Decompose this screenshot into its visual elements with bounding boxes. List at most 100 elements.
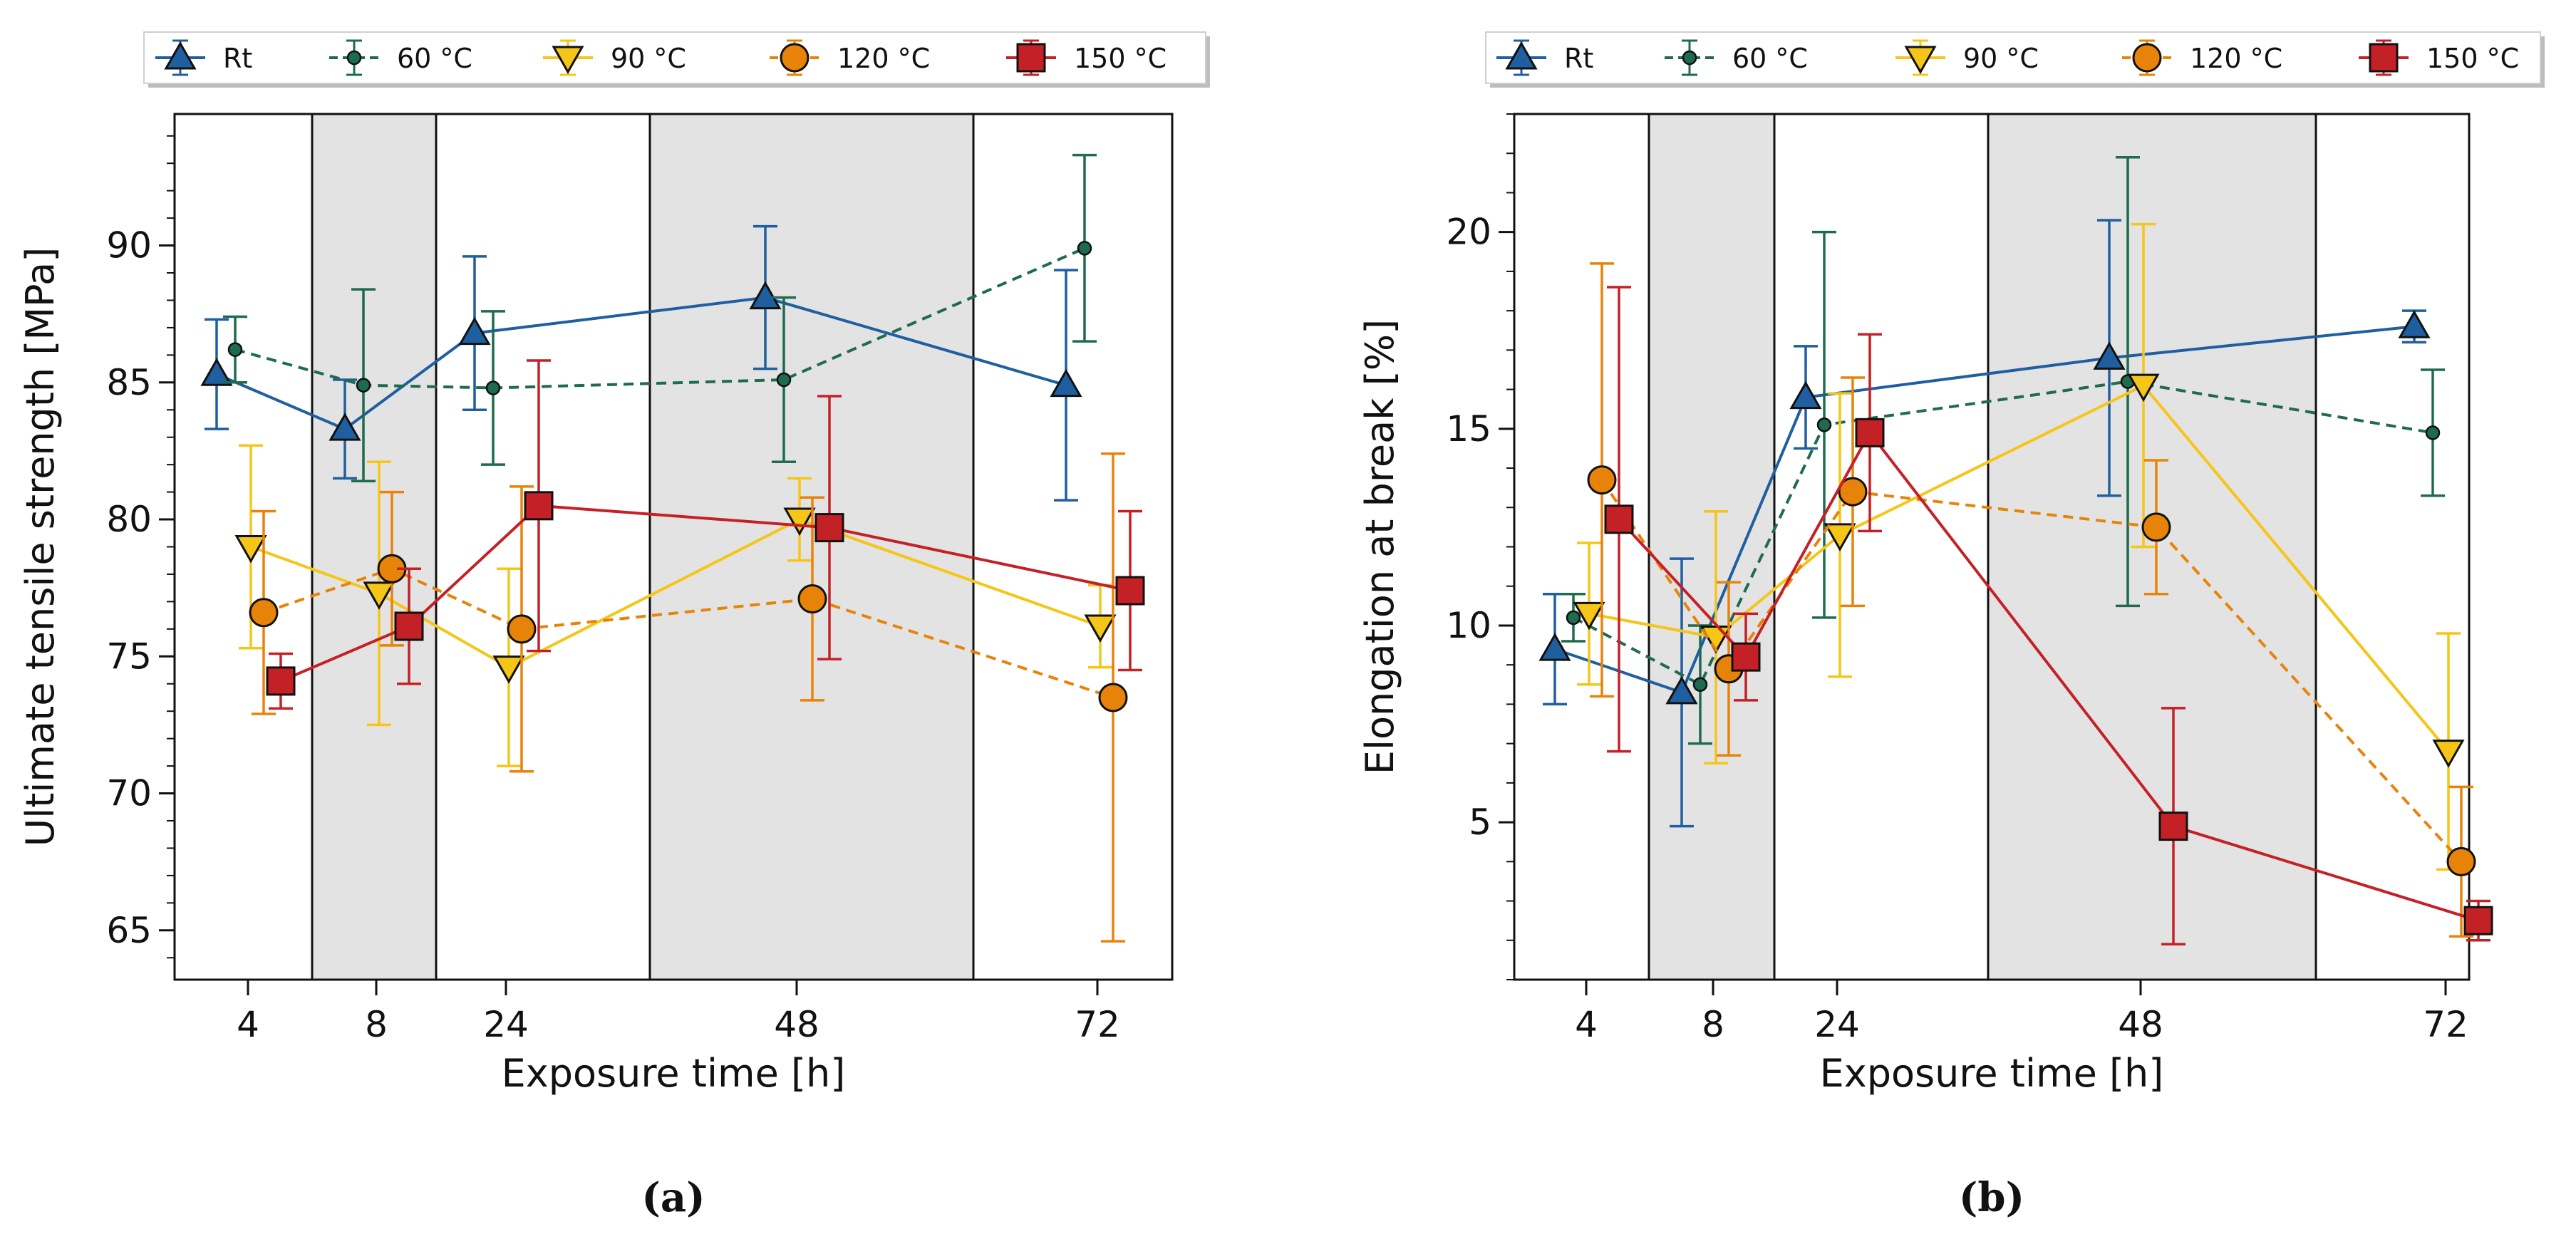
- series-150-c: [266, 359, 1145, 710]
- legend-marker-60-c: [1682, 50, 1697, 66]
- x-tick-label: 48: [774, 1004, 819, 1045]
- x-tick-label: 72: [2423, 1004, 2468, 1045]
- legend-label: 90 °C: [611, 43, 686, 74]
- series-60-c: [223, 153, 1097, 482]
- legend: Rt 60 °C 90 °C 120 °C 150 °C: [1485, 31, 2545, 88]
- data-point-90-c-72: [2432, 740, 2465, 768]
- data-point-120-c-72: [1098, 683, 1128, 712]
- data-point-150-c-72: [2463, 906, 2493, 935]
- x-tick-label: 4: [237, 1004, 259, 1045]
- legend-entry-90-c: 90 °C: [1895, 39, 2039, 76]
- panel-label: (a): [641, 1174, 705, 1221]
- shaded-band-8: [1649, 114, 1774, 980]
- data-point-150-c-8: [394, 611, 424, 641]
- x-tick-label: 8: [365, 1004, 388, 1045]
- data-point-rt-8: [329, 413, 361, 441]
- y-axis-label: Elongation at break [%]: [1357, 319, 1402, 774]
- data-point-150-c-72: [1115, 576, 1145, 606]
- data-point-120-c-24: [507, 614, 537, 644]
- panel-label: (b): [1959, 1174, 2024, 1221]
- y-tick-label: 90: [106, 225, 152, 266]
- data-point-60-c-72: [2425, 425, 2441, 440]
- y-tick-label: 10: [1446, 605, 1491, 646]
- data-point-60-c-24: [485, 380, 501, 395]
- x-tick-label: 48: [2118, 1004, 2163, 1045]
- legend-label: 120 °C: [2190, 43, 2282, 74]
- data-point-60-c-48: [776, 372, 792, 388]
- legend-marker-60-c: [346, 50, 362, 66]
- data-point-rt-4: [200, 358, 233, 386]
- data-point-120-c-24: [1838, 477, 1868, 507]
- data-point-rt-24: [458, 316, 491, 346]
- data-point-90-c-4: [1573, 601, 1605, 631]
- data-point-rt-8: [1665, 675, 1698, 705]
- legend-marker-120-c: [2132, 43, 2162, 73]
- x-tick-label: 24: [483, 1004, 529, 1045]
- shaded-band-8: [312, 114, 436, 980]
- legend-marker-rt: [164, 41, 197, 70]
- data-point-120-c-48: [797, 584, 827, 614]
- legend-entry-60-c: 60 °C: [1665, 39, 1808, 76]
- series-150-c: [1604, 286, 2493, 946]
- legend-entry-150-c: 150 °C: [1006, 39, 1167, 76]
- data-point-rt-72: [1050, 368, 1082, 398]
- y-tick-label: 65: [106, 910, 152, 951]
- legend-entry-60-c: 60 °C: [329, 39, 472, 76]
- data-point-120-c-72: [2446, 846, 2476, 876]
- data-point-90-c-8: [363, 581, 395, 610]
- legend-entry-90-c: 90 °C: [543, 39, 686, 76]
- x-tick-label: 8: [1702, 1004, 1724, 1045]
- data-point-60-c-8: [1692, 677, 1708, 693]
- legend-marker-90-c: [1904, 46, 1937, 75]
- data-point-60-c-8: [356, 378, 371, 393]
- series-line: [263, 567, 1114, 699]
- series-120-c: [1587, 262, 2476, 938]
- y-axis-label: Ultimate tensile strength [MPa]: [18, 247, 63, 847]
- legend-label: 120 °C: [837, 43, 930, 74]
- y-tick-label: 75: [106, 636, 152, 677]
- x-axis-label: Exposure time [h]: [1820, 1051, 2164, 1096]
- data-point-120-c-4: [1587, 465, 1617, 495]
- legend-label: 150 °C: [1074, 43, 1167, 74]
- data-point-rt-4: [1538, 633, 1571, 661]
- x-tick-label: 4: [1575, 1004, 1598, 1045]
- y-tick-label: 80: [106, 499, 152, 540]
- legend-label: Rt: [1564, 43, 1593, 74]
- data-point-90-c-48: [2127, 373, 2160, 403]
- y-tick-label: 15: [1446, 408, 1491, 450]
- series-rt: [200, 224, 1082, 502]
- x-tick-label: 72: [1075, 1004, 1120, 1045]
- legend-label: Rt: [223, 43, 252, 74]
- x-tick-label: 24: [1814, 1004, 1860, 1045]
- series-rt: [1538, 219, 2431, 828]
- legend-label: 150 °C: [2426, 43, 2519, 74]
- legend-label: 60 °C: [1732, 43, 1808, 74]
- data-point-90-c-4: [234, 535, 267, 564]
- y-tick-label: 85: [106, 362, 152, 403]
- legend-label: 90 °C: [1963, 43, 2039, 74]
- legend-entry-rt: Rt: [1496, 39, 1593, 76]
- legend-entry-120-c: 120 °C: [2122, 39, 2282, 76]
- y-tick-label: 20: [1446, 212, 1491, 253]
- data-point-rt-24: [1789, 380, 1822, 410]
- data-point-60-c-4: [1566, 610, 1581, 626]
- data-point-150-c-8: [1731, 642, 1761, 672]
- data-point-60-c-72: [1077, 241, 1092, 256]
- data-point-rt-48: [749, 281, 782, 310]
- series-60-c: [1561, 156, 2445, 745]
- legend-marker-150-c: [1016, 43, 1046, 73]
- x-axis-label: Exposure time [h]: [502, 1051, 846, 1096]
- series-90-c: [1573, 222, 2465, 871]
- legend: Rt 60 °C 90 °C 120 °C 150 °C: [143, 31, 1210, 88]
- data-point-60-c-24: [1816, 418, 1832, 432]
- legend-entry-rt: Rt: [155, 39, 252, 76]
- data-point-rt-48: [2093, 341, 2126, 370]
- legend-marker-120-c: [780, 43, 809, 73]
- data-point-90-c-24: [1824, 523, 1856, 551]
- legend-label: 60 °C: [397, 43, 472, 74]
- y-tick-label: 5: [1469, 802, 1491, 843]
- data-point-150-c-24: [524, 491, 554, 521]
- legend-marker-rt: [1505, 41, 1538, 70]
